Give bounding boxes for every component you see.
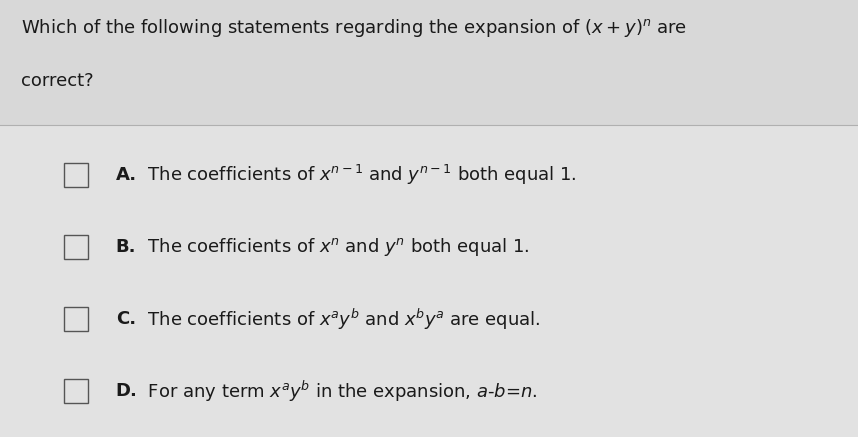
Text: For any term $x^ay^b$ in the expansion, $a$-$b$=$n$.: For any term $x^ay^b$ in the expansion, …: [142, 378, 537, 404]
Text: The coefficients of $x^{n-1}$ and $y^{n-1}$ both equal 1.: The coefficients of $x^{n-1}$ and $y^{n-…: [142, 163, 577, 187]
Text: The coefficients of $x^ay^b$ and $x^by^a$ are equal.: The coefficients of $x^ay^b$ and $x^by^a…: [142, 306, 540, 332]
Text: C.: C.: [116, 310, 136, 328]
Text: B.: B.: [116, 238, 136, 256]
Text: D.: D.: [116, 382, 137, 400]
Text: Which of the following statements regarding the expansion of $(x+y)^n$ are: Which of the following statements regard…: [21, 17, 687, 39]
Text: The coefficients of $x^n$ and $y^n$ both equal 1.: The coefficients of $x^n$ and $y^n$ both…: [142, 236, 529, 258]
FancyBboxPatch shape: [0, 0, 858, 125]
Text: A.: A.: [116, 166, 137, 184]
Text: correct?: correct?: [21, 72, 94, 90]
